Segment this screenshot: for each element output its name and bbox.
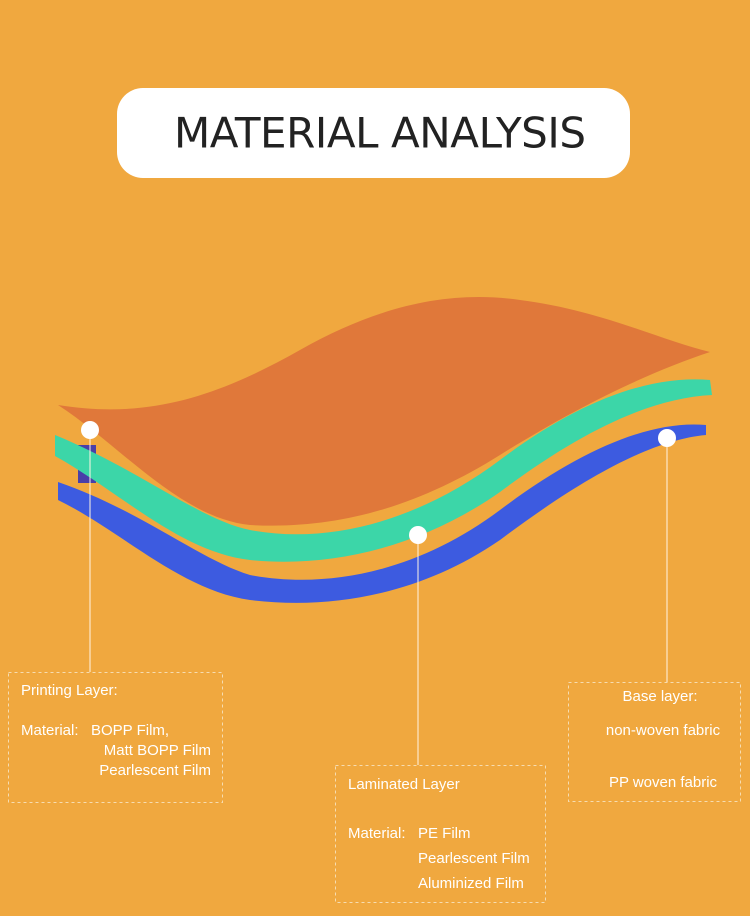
material: PE Film <box>418 825 471 842</box>
layer-name: Printing Layer: <box>21 682 118 699</box>
title-pill <box>117 88 630 178</box>
material: Matt BOPP Film <box>104 742 211 759</box>
layer-name: Laminated Layer <box>348 776 460 793</box>
laminated-layer <box>55 379 712 562</box>
material: Pearlescent Film <box>418 850 530 867</box>
label-box <box>568 682 741 802</box>
marker-dot <box>81 421 99 439</box>
printing-layer <box>58 297 710 526</box>
material: BOPP Film, <box>91 722 169 739</box>
material-label: Material: <box>348 825 406 842</box>
material: Aluminized Film <box>418 875 524 892</box>
material-label: Material: <box>21 722 79 739</box>
marker-dot <box>658 429 676 447</box>
material: non-woven fabric <box>606 722 721 739</box>
label-box <box>8 672 223 803</box>
label-box <box>335 765 546 903</box>
material: Pearlescent Film <box>99 762 211 779</box>
title: MATERIAL ANALYSIS <box>174 109 586 158</box>
base-layer <box>58 424 706 603</box>
material: PP woven fabric <box>609 774 718 791</box>
layer-name: Base layer: <box>622 688 697 705</box>
marker-dot <box>409 526 427 544</box>
